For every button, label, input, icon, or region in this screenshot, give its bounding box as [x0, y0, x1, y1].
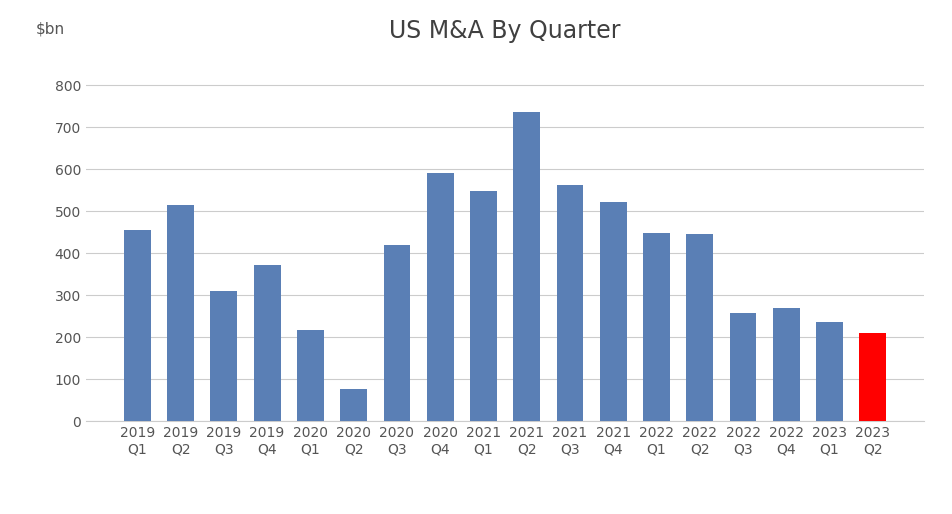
Bar [772, 307, 799, 421]
Bar [253, 265, 280, 421]
Bar [815, 322, 843, 421]
Bar [426, 173, 453, 421]
Bar [167, 205, 194, 421]
Bar [599, 203, 626, 421]
Bar [513, 112, 540, 421]
Title: US M&A By Quarter: US M&A By Quarter [389, 19, 620, 43]
Bar [859, 333, 885, 421]
Bar [556, 185, 583, 421]
Bar [643, 233, 669, 421]
Text: $bn: $bn [35, 22, 65, 36]
Bar [383, 245, 410, 421]
Bar [469, 191, 496, 421]
Bar [340, 389, 367, 421]
Bar [685, 234, 712, 421]
Bar [210, 291, 237, 421]
Bar [297, 330, 324, 421]
Bar [729, 314, 756, 421]
Bar [124, 230, 150, 421]
